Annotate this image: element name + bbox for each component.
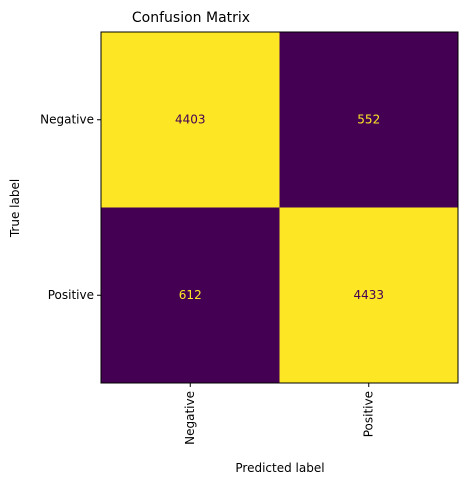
cell-value-negative-positive: 552 bbox=[357, 112, 380, 126]
x-axis-label: Predicted label bbox=[235, 461, 324, 475]
matrix-cells bbox=[101, 32, 459, 384]
matrix-cell-positive-positive bbox=[279, 207, 459, 384]
cell-value-positive-negative: 612 bbox=[179, 288, 202, 302]
x-tick-label-negative: Negative bbox=[183, 391, 197, 445]
y-tick-label-negative: Negative bbox=[40, 112, 94, 126]
x-axis-ticks: Negative Positive bbox=[183, 383, 375, 445]
cell-value-negative-negative: 4403 bbox=[175, 112, 206, 126]
chart-title: Confusion Matrix bbox=[132, 10, 250, 26]
cell-value-positive-positive: 4433 bbox=[353, 288, 384, 302]
matrix-cell-positive-negative bbox=[101, 207, 280, 384]
y-axis-label: True label bbox=[8, 179, 22, 238]
plot-frame bbox=[100, 31, 459, 384]
matrix-cell-labels: 4403 552 612 4433 bbox=[175, 112, 384, 302]
matrix-cell-negative-negative bbox=[101, 32, 280, 208]
y-axis-ticks: Negative Positive bbox=[40, 112, 101, 302]
x-tick-label-positive: Positive bbox=[361, 391, 375, 437]
matrix-cell-negative-positive bbox=[279, 32, 459, 208]
y-tick-label-positive: Positive bbox=[48, 288, 94, 302]
